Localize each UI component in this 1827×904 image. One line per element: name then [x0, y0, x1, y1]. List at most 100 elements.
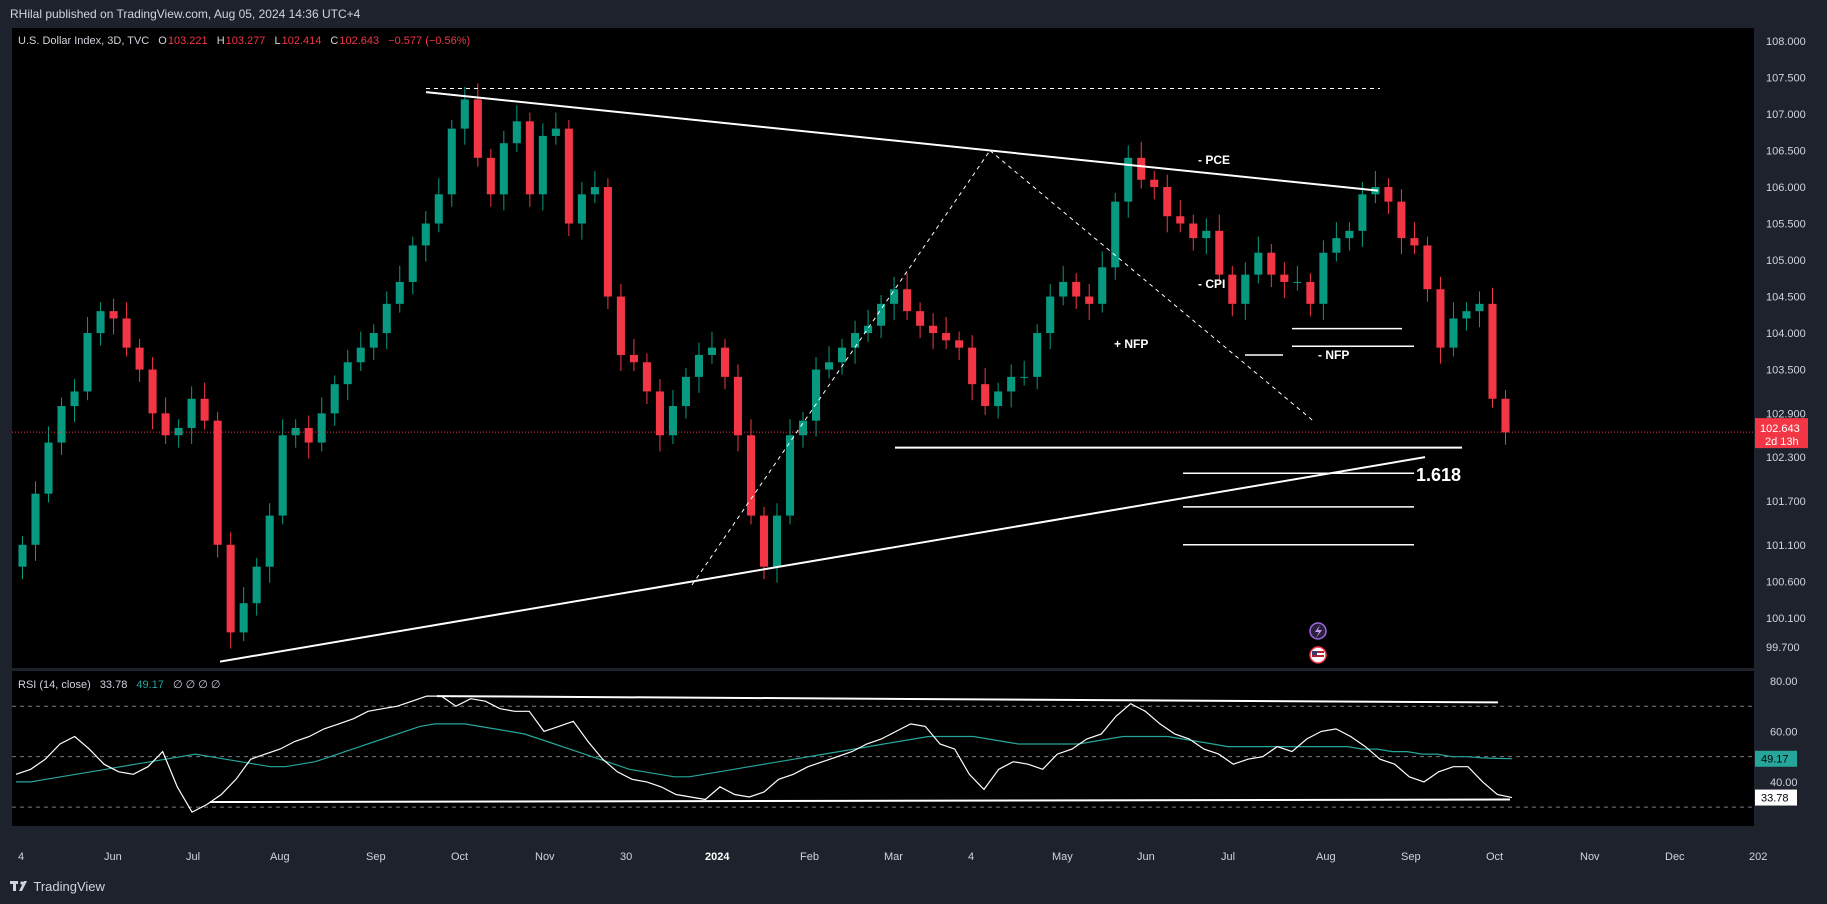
price-axis-label: 101.700: [1766, 496, 1806, 508]
candle: [83, 333, 92, 392]
time-axis-label: 30: [620, 851, 632, 863]
candle: [499, 143, 508, 195]
us-flag-canton-icon: [1312, 651, 1317, 655]
price-axis-label: 107.000: [1766, 109, 1806, 121]
candle: [1163, 187, 1172, 217]
brand-label: TradingView: [33, 879, 105, 894]
close-value: 102.643: [339, 35, 380, 47]
high-value: 103.277: [225, 35, 266, 47]
candle: [668, 406, 677, 436]
time-axis-label: Jul: [186, 851, 200, 863]
candle: [1462, 311, 1471, 319]
candle: [1072, 281, 1081, 297]
candle: [486, 157, 495, 195]
candle: [135, 347, 144, 370]
candle: [447, 128, 456, 195]
time-axis-label: 202: [1749, 851, 1767, 863]
price-axis-label: 100.600: [1766, 576, 1806, 588]
candle: [148, 369, 157, 414]
rsi-ma-tag-label: 49.17: [1761, 754, 1789, 766]
candle: [291, 427, 300, 436]
rsi-axis-label: 80.00: [1770, 676, 1798, 688]
candle: [864, 325, 873, 334]
candle: [460, 99, 469, 129]
time-axis-label: May: [1052, 851, 1073, 863]
cpi-annotation: - CPI: [1198, 277, 1225, 291]
candle: [1436, 289, 1445, 348]
candle: [1280, 274, 1289, 282]
candle: [994, 391, 1003, 407]
candle: [434, 194, 443, 224]
candle: [213, 420, 222, 545]
candle: [720, 347, 730, 377]
candle: [44, 442, 53, 494]
fib-dashed-leg-down: [989, 150, 1314, 422]
lower-trendline: [219, 456, 1426, 663]
candle: [890, 289, 899, 304]
time-axis-label: Oct: [1486, 851, 1503, 863]
candle: [707, 347, 716, 355]
time-axis-label: Jul: [1221, 851, 1235, 863]
candle: [31, 493, 40, 545]
candle: [1254, 252, 1263, 275]
candle: [1007, 376, 1016, 392]
fib-annotation: 1.618: [1416, 465, 1461, 485]
candle: [642, 362, 651, 392]
open-value: 103.221: [167, 35, 208, 47]
candle: [1306, 281, 1315, 304]
price-pane[interactable]: [12, 28, 1754, 668]
candle: [1501, 398, 1510, 433]
open-label: O: [158, 35, 167, 47]
candle: [1475, 303, 1484, 312]
candle: [681, 376, 690, 407]
rsi-legend: RSI (14, close) 33.78 49.17 ∅ ∅ ∅ ∅: [18, 678, 221, 691]
rsi-title: RSI (14, close): [18, 679, 91, 691]
rsi-tag-label: 33.78: [1761, 793, 1789, 805]
close-label: C: [330, 35, 339, 47]
rsi-upper-trendline: [436, 695, 1499, 704]
rsi-legend-value: 33.78: [99, 679, 128, 691]
candle: [1293, 281, 1302, 283]
price-axis-label: 102.900: [1766, 408, 1806, 420]
rsi-line: [15, 695, 1513, 813]
candle: [369, 333, 378, 348]
candle: [1189, 223, 1198, 239]
last-price-tag: [1755, 418, 1808, 449]
candle: [122, 318, 131, 348]
candle: [1033, 333, 1042, 377]
high-label: H: [216, 35, 225, 47]
candle: [382, 303, 391, 334]
candle: [538, 135, 547, 195]
time-axis-label: Feb: [800, 851, 819, 863]
candle: [590, 187, 599, 195]
rsi-tag: [1755, 789, 1797, 806]
chart-canvas[interactable]: 108.000 107.500 107.000 106.500 106.000 105.5…: [0, 0, 1827, 868]
last-price-label: 102.643: [1760, 423, 1800, 435]
countdown-label: 2d 13h: [1765, 436, 1799, 448]
tradingview-logo-icon: [10, 881, 27, 891]
time-axis-label: 2024: [705, 851, 730, 863]
candle: [629, 354, 638, 363]
publish-header: RHilal published on TradingView.com, Aug…: [0, 0, 1827, 28]
change-value: −0.577 (−0.56%): [388, 35, 471, 47]
candle: [1150, 179, 1159, 188]
time-axis-label: Sep: [366, 851, 386, 863]
candle: [1358, 194, 1367, 231]
candle: [798, 420, 808, 436]
publish-info: RHilal published on TradingView.com, Aug…: [10, 7, 361, 21]
rsi-placeholders: ∅ ∅ ∅ ∅: [173, 679, 221, 691]
low-value: 102.414: [281, 35, 322, 47]
candle: [512, 121, 521, 144]
candle: [1332, 238, 1341, 253]
time-axis-label: Aug: [270, 851, 290, 863]
time-axis-label: 4: [18, 851, 24, 863]
pce-annotation: - PCE: [1198, 153, 1230, 167]
symbol-title: U.S. Dollar Index, 3D, TVC: [18, 35, 150, 47]
rsi-ma-legend-value: 49.17: [136, 679, 164, 691]
candle: [694, 354, 703, 377]
candle: [304, 427, 313, 443]
candle: [851, 333, 860, 348]
candle: [525, 121, 534, 195]
candle: [772, 515, 782, 567]
candle: [395, 281, 404, 304]
